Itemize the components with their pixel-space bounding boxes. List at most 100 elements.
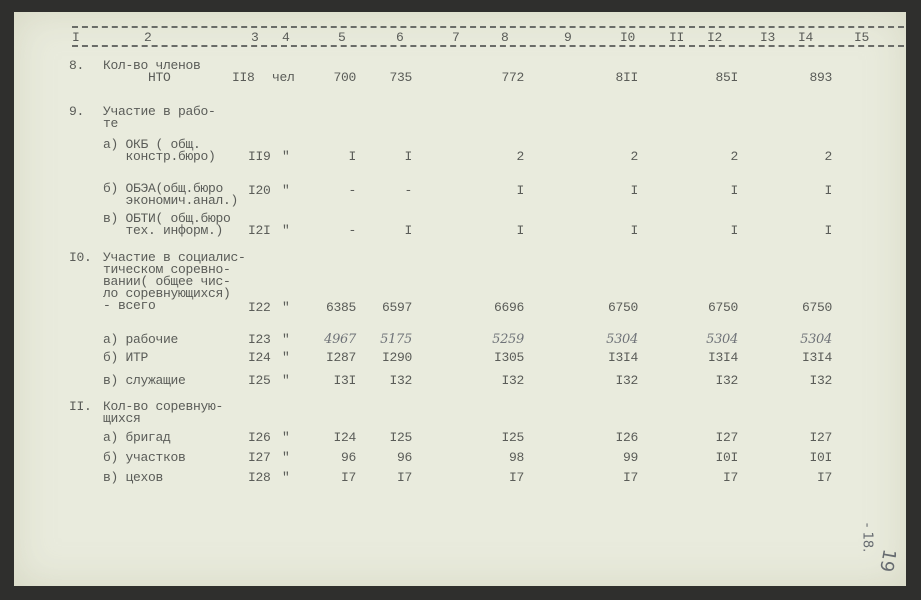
cell-c12: I32	[715, 373, 738, 388]
page-number: 19	[875, 547, 900, 574]
cell-c8: I7	[508, 470, 524, 485]
row-label: тическом соревно-	[103, 262, 231, 277]
cell-c6: 735	[389, 70, 412, 85]
row-label: - всего	[103, 298, 156, 313]
cell-c6: 5175	[380, 332, 412, 347]
row-label: б) ИТР	[103, 350, 149, 365]
cell-c8: I25	[501, 430, 524, 445]
row-code: I23	[248, 332, 271, 347]
column-header: I5	[854, 30, 870, 45]
row-unit: "	[282, 149, 290, 164]
cell-c14: I27	[809, 430, 832, 445]
row-unit: "	[282, 300, 290, 315]
cell-c8: 5259	[492, 332, 524, 347]
column-header: I	[72, 30, 80, 45]
column-header: I0	[620, 30, 636, 45]
row-label: а) бригад	[103, 430, 171, 445]
row-code: I28	[248, 470, 271, 485]
cell-c8: 772	[501, 70, 524, 85]
cell-c8: 2	[516, 149, 524, 164]
cell-c8: 98	[508, 450, 524, 465]
row-label: Кол-во соревную-	[103, 399, 224, 414]
column-header: 9	[564, 30, 572, 45]
cell-c10: 5304	[606, 332, 638, 347]
cell-c6: -	[404, 183, 412, 198]
cell-c12: I27	[715, 430, 738, 445]
cell-c12: I	[730, 223, 738, 238]
cell-c12: I0I	[715, 450, 738, 465]
column-header: I3	[760, 30, 776, 45]
row-label: констр.бюро)	[103, 149, 216, 164]
cell-c5: 700	[333, 70, 356, 85]
cell-c14: I	[824, 183, 832, 198]
row-label: те	[103, 116, 119, 131]
margin-note: - 18.	[859, 522, 875, 553]
row-number: 8.	[69, 58, 85, 73]
row-label: в) цехов	[103, 470, 164, 485]
cell-c6: 96	[396, 450, 412, 465]
cell-c12: 6750	[707, 300, 738, 315]
row-unit: "	[282, 430, 290, 445]
row-label: б) ОБЭА(общ.бюро	[103, 181, 224, 196]
cell-c12: 85I	[715, 70, 738, 85]
cell-c5: 4967	[324, 332, 356, 347]
cell-c10: I	[630, 183, 638, 198]
row-label: в) служащие	[103, 373, 186, 388]
row-unit: "	[282, 332, 290, 347]
cell-c6: I7	[396, 470, 412, 485]
row-code: I2I	[248, 223, 271, 238]
cell-c5: I7	[340, 470, 356, 485]
column-header: 2	[144, 30, 152, 45]
header-rule-top	[72, 26, 904, 28]
cell-c8: 6696	[493, 300, 524, 315]
row-unit: "	[282, 350, 290, 365]
row-label: ло соревнующихся)	[103, 286, 231, 301]
cell-c12: I7	[722, 470, 738, 485]
cell-c6: I290	[381, 350, 412, 365]
cell-c14: 893	[809, 70, 832, 85]
row-code: I26	[248, 430, 271, 445]
row-label: тех. информ.)	[103, 223, 224, 238]
cell-c6: I25	[389, 430, 412, 445]
row-unit: "	[282, 450, 290, 465]
column-header: 4	[282, 30, 290, 45]
row-number: I0.	[69, 250, 92, 265]
cell-c10: I7	[622, 470, 638, 485]
cell-c12: I	[730, 183, 738, 198]
row-label: щихся	[103, 411, 141, 426]
cell-c5: I	[348, 149, 356, 164]
cell-c6: I	[404, 223, 412, 238]
column-header: II	[669, 30, 685, 45]
column-header: 7	[452, 30, 460, 45]
row-code: I27	[248, 450, 271, 465]
cell-c10: I26	[615, 430, 638, 445]
column-header: 3	[251, 30, 259, 45]
cell-c14: I	[824, 223, 832, 238]
row-unit: "	[282, 470, 290, 485]
header-rule-bottom	[72, 45, 904, 47]
row-code: I25	[248, 373, 271, 388]
cell-c14: I0I	[809, 450, 832, 465]
cell-c12: I3I4	[707, 350, 738, 365]
cell-c10: 99	[622, 450, 638, 465]
cell-c5: 96	[340, 450, 356, 465]
cell-c6: I32	[389, 373, 412, 388]
cell-c10: I	[630, 223, 638, 238]
column-header: 8	[501, 30, 509, 45]
row-number: 9.	[69, 104, 85, 119]
cell-c8: I305	[493, 350, 524, 365]
cell-c14: I7	[816, 470, 832, 485]
document-page: - 18. 19 I 2 3 4 5 6 7 8 9 I0 II I2 I3 I4 I5 8. Кол-во ч…	[14, 12, 906, 586]
row-code: II9	[248, 149, 271, 164]
cell-c8: I	[516, 183, 524, 198]
row-label: Участие в рабо-	[103, 104, 216, 119]
row-label: экономич.анал.)	[103, 193, 239, 208]
row-label: Кол-во членов	[103, 58, 201, 73]
cell-c8: I	[516, 223, 524, 238]
row-unit: чел	[272, 70, 295, 85]
column-header: 5	[338, 30, 346, 45]
cell-c14: I32	[809, 373, 832, 388]
row-unit: "	[282, 223, 290, 238]
cell-c8: I32	[501, 373, 524, 388]
cell-c10: I3I4	[607, 350, 638, 365]
